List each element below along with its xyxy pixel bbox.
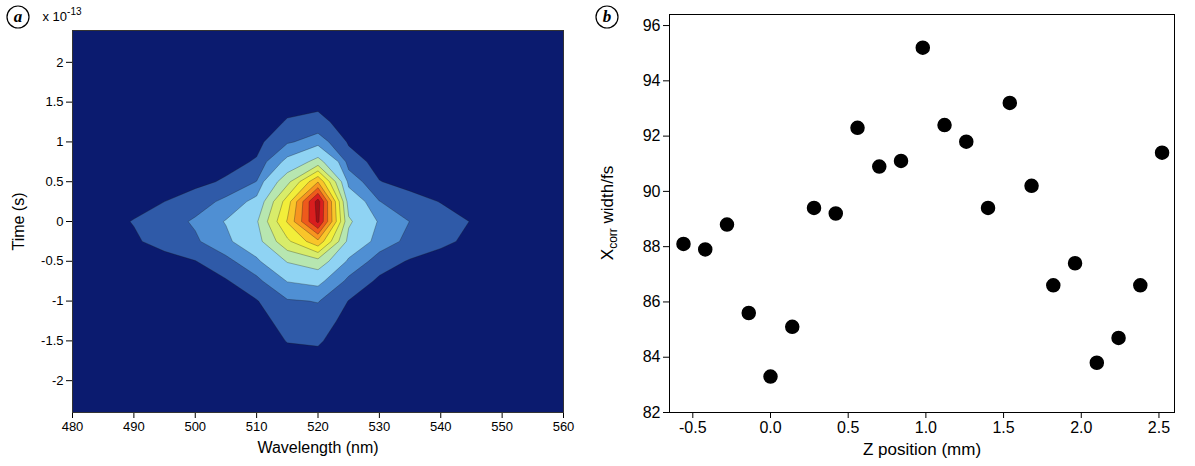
svg-text:Time (s): Time (s) [10, 192, 27, 250]
svg-text:90: 90 [643, 183, 661, 200]
svg-text:84: 84 [643, 348, 661, 365]
svg-text:500: 500 [184, 419, 206, 434]
svg-text:0.0: 0.0 [759, 419, 781, 436]
svg-text:1.5: 1.5 [45, 94, 63, 109]
svg-text:2.0: 2.0 [1070, 419, 1092, 436]
svg-text:520: 520 [307, 419, 329, 434]
svg-text:2.5: 2.5 [1148, 419, 1170, 436]
svg-text:1.5: 1.5 [992, 419, 1014, 436]
svg-text:0.5: 0.5 [837, 419, 859, 436]
svg-text:0: 0 [56, 214, 63, 229]
svg-text:480: 480 [62, 419, 84, 434]
svg-text:-1: -1 [52, 293, 64, 308]
svg-text:92: 92 [643, 127, 661, 144]
svg-text:x 10-13: x 10-13 [42, 6, 81, 24]
svg-text:-2: -2 [52, 373, 64, 388]
svg-text:88: 88 [643, 238, 661, 255]
svg-text:1.0: 1.0 [915, 419, 937, 436]
svg-text:1: 1 [56, 134, 63, 149]
svg-text:96: 96 [643, 17, 661, 34]
svg-text:2: 2 [56, 54, 63, 69]
svg-text:-0.5: -0.5 [679, 419, 707, 436]
svg-text:560: 560 [553, 419, 575, 434]
svg-text:-1.5: -1.5 [41, 333, 63, 348]
svg-text:0.5: 0.5 [45, 174, 63, 189]
svg-text:Wavelength (nm): Wavelength (nm) [257, 439, 378, 456]
svg-text:540: 540 [430, 419, 452, 434]
svg-text:a: a [14, 7, 23, 26]
svg-text:530: 530 [369, 419, 391, 434]
svg-text:82: 82 [643, 404, 661, 421]
svg-text:b: b [603, 7, 612, 26]
svg-text:94: 94 [643, 72, 661, 89]
svg-text:510: 510 [246, 419, 268, 434]
svg-text:Z position (mm): Z position (mm) [863, 440, 981, 459]
svg-text:490: 490 [123, 419, 145, 434]
svg-text:550: 550 [491, 419, 513, 434]
svg-text:-0.5: -0.5 [41, 253, 63, 268]
svg-text:Xcorr width/fs: Xcorr width/fs [598, 166, 620, 260]
svg-text:86: 86 [643, 293, 661, 310]
